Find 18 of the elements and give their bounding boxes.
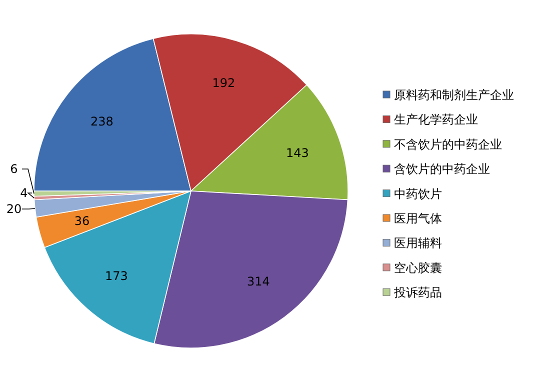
- data-label: 4: [20, 186, 28, 200]
- legend-label: 空心胶囊: [394, 260, 442, 275]
- legend-label: 含饮片的中药企业: [394, 162, 490, 176]
- legend-label: 生产化学药企业: [394, 112, 478, 127]
- data-label: 173: [105, 268, 128, 283]
- data-label: 192: [212, 76, 236, 90]
- data-label: 6: [10, 162, 18, 176]
- data-label: 143: [286, 146, 309, 160]
- data-label: 314: [246, 274, 270, 289]
- legend-label: 医用辅料: [394, 236, 442, 250]
- legend-label: 中药饮片: [394, 186, 442, 201]
- data-label: 20: [6, 202, 22, 216]
- legend-label: 不含饮片的中药企业: [394, 137, 502, 152]
- legend-label: 原料药和制剂生产企业: [394, 88, 514, 102]
- legend-label: 医用气体: [394, 212, 442, 226]
- data-label: 238: [90, 114, 114, 128]
- legend-label: 投诉药品: [393, 286, 442, 300]
- data-label: 36: [74, 214, 90, 228]
